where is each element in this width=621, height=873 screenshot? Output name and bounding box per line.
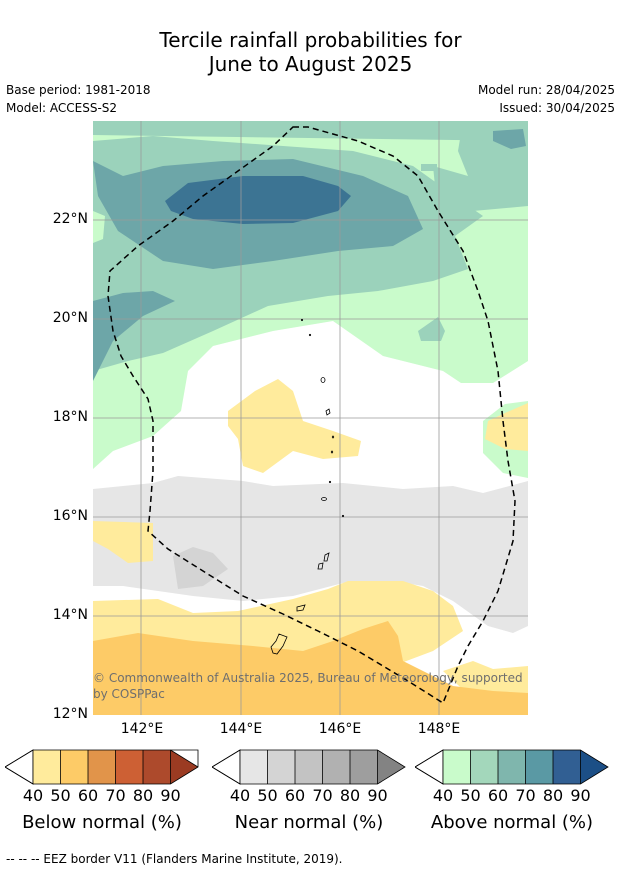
near-50-region — [173, 547, 228, 589]
above-70-region — [165, 176, 351, 224]
legend-near-swatch-4 — [322, 750, 350, 784]
below-40-southeast — [443, 661, 528, 701]
title-line-1: Tercile rainfall probabilities for — [159, 28, 462, 52]
eez-border — [107, 126, 516, 705]
legend-above-arrow-right — [580, 750, 608, 784]
legend-below-arrow-left — [5, 749, 34, 785]
legend-above-swatch-5 — [553, 750, 581, 784]
legend-below-swatch-2 — [60, 750, 88, 784]
legend-above-tick: 60 — [487, 786, 509, 805]
island-guam — [270, 633, 288, 655]
legend-near-swatch-2 — [267, 750, 295, 784]
legend-below-swatch-1 — [33, 750, 61, 784]
legend-below-tick: 60 — [77, 786, 99, 805]
legend-above-title: Above normal (%) — [430, 812, 594, 833]
island-c — [321, 497, 327, 501]
legend-above-arrow-left — [415, 749, 444, 785]
legend-near-swatch-3 — [295, 750, 323, 784]
legend-near-swatch-5 — [350, 750, 378, 784]
island-rota — [296, 604, 306, 612]
legend-near-tick: 50 — [257, 786, 278, 805]
legend-near-tick: 90 — [367, 786, 388, 805]
island-b — [325, 408, 331, 416]
island-f — [341, 514, 345, 518]
island-h — [308, 333, 312, 337]
legend-below-tick: 70 — [105, 786, 126, 805]
legend-above-swatch-1 — [443, 750, 471, 784]
above-50-north-strip — [93, 121, 528, 141]
legend-below-title: Below normal (%) — [22, 812, 182, 833]
legend-near-tick: 70 — [312, 786, 333, 805]
issued-date: Issued: 30/04/2025 — [499, 101, 615, 115]
below-40-center — [228, 379, 361, 473]
legend-below-tick: 40 — [22, 786, 44, 805]
legend-below-tick: 80 — [132, 786, 154, 805]
legend-near-bar — [212, 749, 406, 785]
legend-above-swatch-4 — [525, 750, 553, 784]
legend-below-swatch-3 — [88, 750, 116, 784]
near-40-region — [93, 476, 528, 633]
legend-above-swatch-3 — [498, 750, 526, 784]
above-50-ne-dot — [421, 164, 437, 171]
legend-near-swatch-1 — [240, 750, 268, 784]
legend-below-bar — [5, 749, 199, 785]
legend-near-tick: 80 — [339, 786, 361, 805]
island-outlines — [270, 318, 345, 655]
legend-above-swatch-2 — [470, 750, 498, 784]
legend-below-swatch-5 — [143, 750, 171, 784]
island-i — [328, 480, 332, 484]
model-name: Model: ACCESS-S2 — [6, 101, 118, 115]
above-60-ne — [493, 129, 526, 149]
below-50-region — [93, 621, 528, 715]
island-tinian — [317, 562, 324, 570]
legend-near-arrow-right — [377, 750, 405, 784]
legend-below-tick: 90 — [160, 786, 181, 805]
legend-above-tick: 40 — [432, 786, 454, 805]
meta-right: Model run: 28/04/2025 Issued: 30/04/2025 — [478, 81, 615, 117]
legend-near-tick: 40 — [229, 786, 251, 805]
below-40-east — [485, 403, 528, 451]
lon-label-142: 142°E — [120, 721, 164, 737]
legend-near-title: Near normal (%) — [234, 812, 384, 833]
rainfall-map — [93, 121, 528, 715]
lat-label-16: 16°N — [52, 508, 88, 524]
lat-label-14: 14°N — [52, 607, 88, 623]
island-saipan — [323, 552, 330, 562]
lat-label-20: 20°N — [52, 310, 88, 326]
base-period: Base period: 1981-2018 — [6, 83, 151, 97]
legend-above-tick: 80 — [542, 786, 564, 805]
below-40-west-patch — [93, 521, 153, 563]
eez-footnote: -- -- -- EEZ border V11 (Flanders Marine… — [6, 852, 343, 866]
island-e — [330, 450, 334, 454]
legend-above-tick: 90 — [570, 786, 591, 805]
graticule — [93, 121, 528, 715]
legend-below-swatch-4 — [115, 750, 143, 784]
lon-label-148: 148°E — [417, 721, 461, 737]
above-50-patch — [418, 317, 445, 341]
legend-near-arrow-left — [212, 749, 241, 785]
island-d — [331, 435, 335, 439]
legend-below-arrow-right — [170, 750, 198, 784]
legend-above-tick: 50 — [460, 786, 481, 805]
above-60-west — [93, 291, 175, 381]
lat-label-22: 22°N — [52, 211, 88, 227]
island-a — [320, 377, 326, 383]
lat-label-18: 18°N — [52, 409, 88, 425]
legend-above-tick: 70 — [515, 786, 536, 805]
copyright-notice: © Commonwealth of Australia 2025, Bureau… — [93, 671, 523, 701]
island-g — [300, 318, 304, 322]
legend-below-tick: 50 — [50, 786, 71, 805]
lon-label-144: 144°E — [219, 721, 263, 737]
lat-label-12: 12°N — [52, 706, 88, 722]
lon-label-146: 146°E — [318, 721, 362, 737]
model-run: Model run: 28/04/2025 — [477, 83, 615, 97]
map-title: Tercile rainfall probabilities for June … — [0, 28, 621, 76]
meta-left: Base period: 1981-2018 Model: ACCESS-S2 — [6, 81, 151, 117]
legend-above-bar — [415, 749, 609, 785]
legend-near-tick: 60 — [284, 786, 306, 805]
title-line-2: June to August 2025 — [208, 52, 413, 76]
